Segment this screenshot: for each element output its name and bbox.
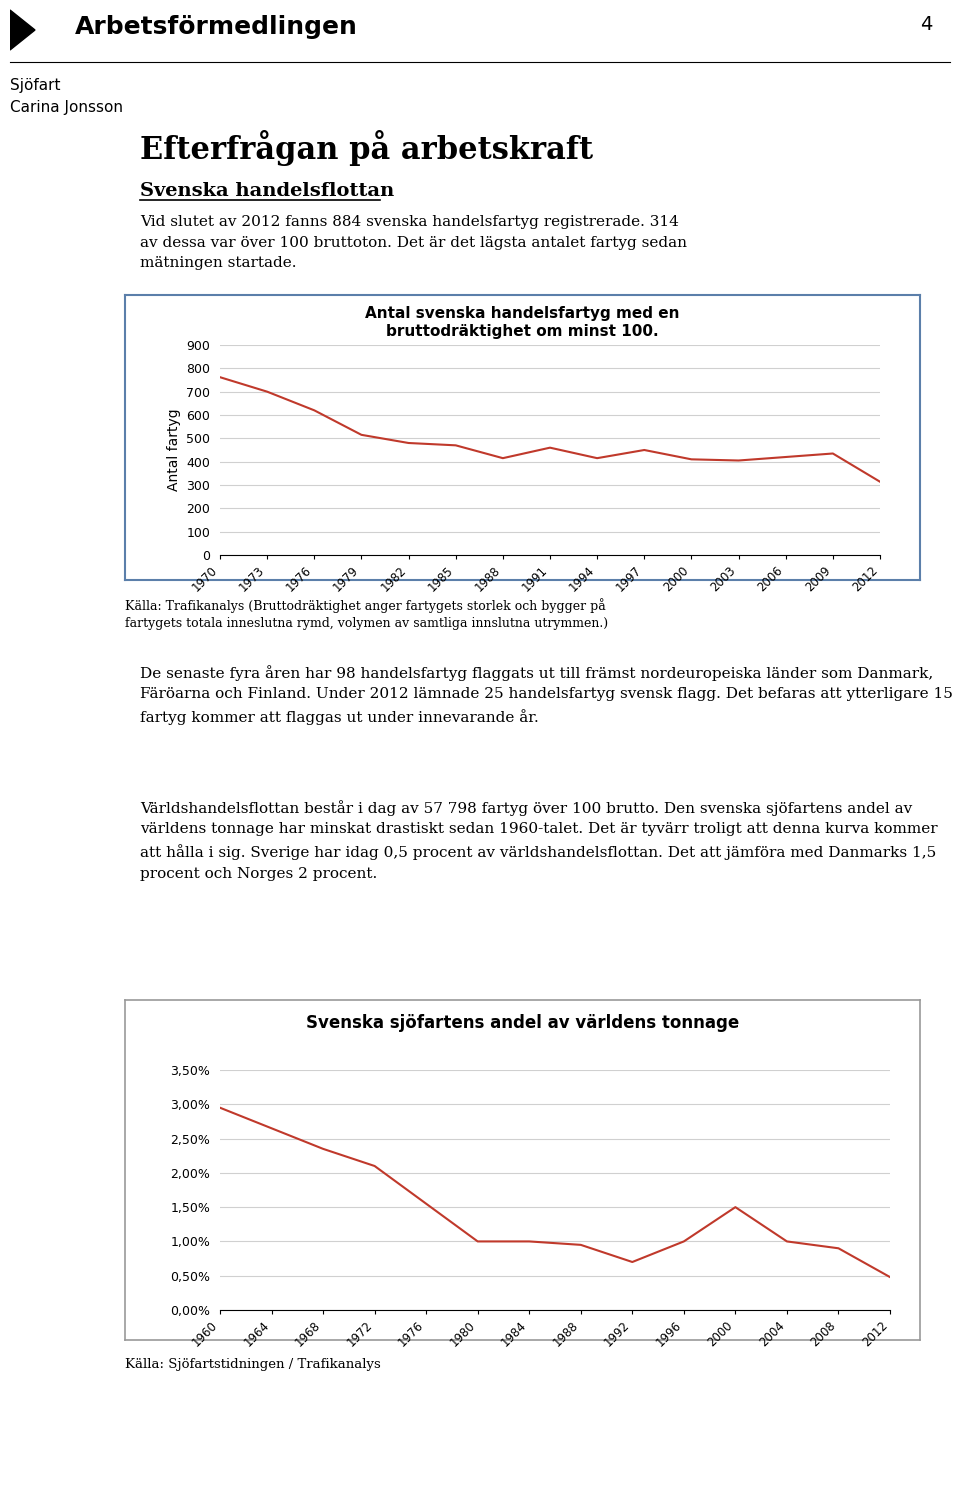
Y-axis label: Antal fartyg: Antal fartyg — [167, 409, 180, 492]
Text: Vid slutet av 2012 fanns 884 svenska handelsfartyg registrerade. 314
av dessa va: Vid slutet av 2012 fanns 884 svenska han… — [140, 215, 687, 270]
Text: Antal svenska handelsfartyg med en
bruttodräktighet om minst 100.: Antal svenska handelsfartyg med en brutt… — [365, 306, 680, 339]
Text: Arbetsförmedlingen: Arbetsförmedlingen — [75, 15, 358, 39]
Text: Källa: Sjöfartstidningen / Trafikanalys: Källa: Sjöfartstidningen / Trafikanalys — [125, 1358, 381, 1371]
Polygon shape — [10, 10, 35, 49]
Text: Svenska sjöfartens andel av världens tonnage: Svenska sjöfartens andel av världens ton… — [306, 1013, 739, 1031]
Text: Källa: Trafikanalys (Bruttodräktighet anger fartygets storlek och bygger på
fart: Källa: Trafikanalys (Bruttodräktighet an… — [125, 598, 608, 630]
Text: Världshandelsflottan består i dag av 57 798 fartyg över 100 brutto. Den svenska : Världshandelsflottan består i dag av 57 … — [140, 799, 938, 880]
Text: Sjöfart: Sjöfart — [10, 78, 60, 93]
Text: Svenska handelsflottan: Svenska handelsflottan — [140, 182, 395, 200]
Text: Carina Jonsson: Carina Jonsson — [10, 100, 123, 115]
Text: De senaste fyra åren har 98 handelsfartyg flaggats ut till främst nordeuropeiska: De senaste fyra åren har 98 handelsfarty… — [140, 665, 953, 725]
Text: Efterfrågan på arbetskraft: Efterfrågan på arbetskraft — [140, 130, 593, 166]
Text: 4: 4 — [920, 15, 932, 34]
